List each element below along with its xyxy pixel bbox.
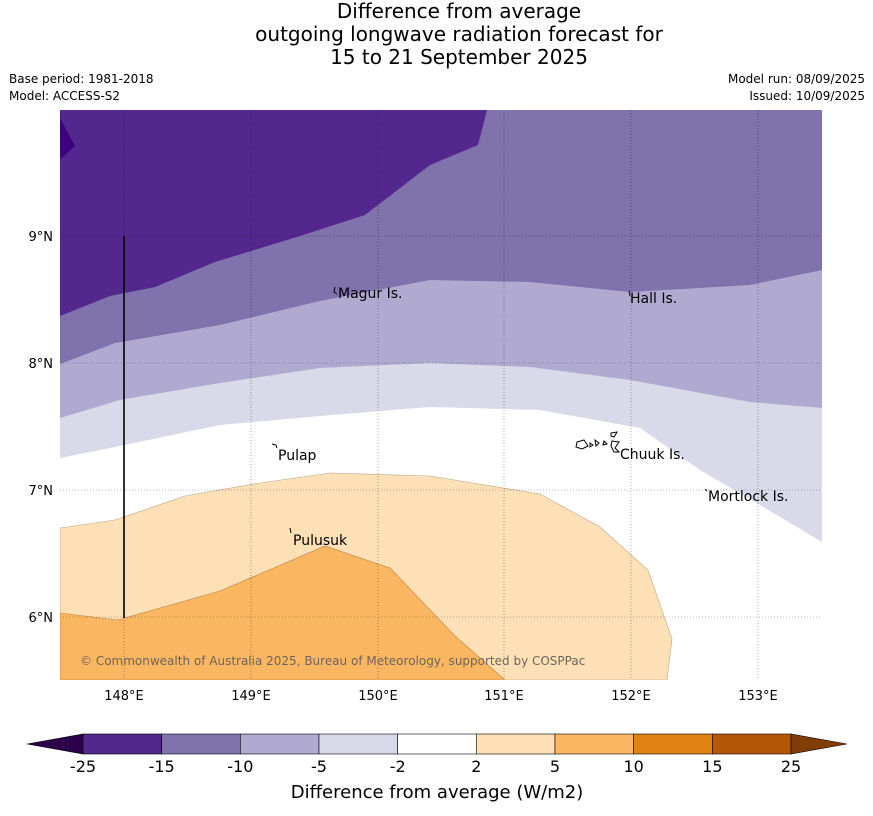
title-line-3: 15 to 21 September 2025 — [330, 45, 588, 69]
colorbar-tick-label: -10 — [227, 757, 253, 776]
colorbar-tick-labels: -25 -15 -10 -5 -2 2 5 10 15 25 — [70, 757, 801, 776]
lat-tick-labels: 9°N 8°N 7°N 6°N — [29, 230, 54, 626]
colorbar-band — [397, 733, 477, 755]
colorbar-high-extend — [790, 733, 848, 755]
colorbar-tick-label: 10 — [623, 757, 643, 776]
meta-left: Base period: 1981-2018 Model: ACCESS-S2 — [9, 71, 154, 105]
copyright-notice: © Commonwealth of Australia 2025, Bureau… — [80, 654, 585, 668]
label-pulusuk: Pulusuk — [293, 533, 348, 549]
model-text: Model: ACCESS-S2 — [9, 89, 121, 103]
pulusuk-outline — [289, 527, 292, 534]
label-hall: Hall Is. — [630, 291, 677, 307]
label-chuuk: Chuuk Is. — [620, 447, 685, 463]
lon-tick-149e: 149°E — [231, 689, 271, 704]
lon-tick-151e: 151°E — [484, 689, 524, 704]
band-below-minus25 — [60, 118, 75, 158]
lat-tick-6n: 6°N — [29, 611, 54, 626]
mortlock-outline — [704, 488, 708, 492]
anomaly-shading — [60, 110, 822, 680]
colorbar-band — [633, 733, 713, 755]
model-run-text: Model run: 08/09/2025 — [727, 72, 865, 86]
colorbar-label: Difference from average (W/m2) — [291, 782, 583, 803]
colorbar-tick-label: 25 — [781, 757, 801, 776]
pulap-outline — [271, 443, 278, 449]
colorbar-tick-label: 15 — [702, 757, 722, 776]
band-below-minus15 — [60, 110, 487, 316]
colorbar-bands — [82, 733, 792, 755]
label-magur: Magur Is. — [338, 286, 403, 302]
place-labels: Magur Is. Hall Is. Pulap Chuuk Is. Mortl… — [278, 286, 788, 549]
colorbar: -25 -15 -10 -5 -2 2 5 10 15 25 Difference from av… — [26, 733, 848, 803]
colorbar-low-extend — [26, 733, 84, 755]
colorbar-tick-label: -15 — [149, 757, 175, 776]
island-outlines — [271, 286, 708, 534]
colorbar-band — [82, 733, 162, 755]
label-pulap: Pulap — [278, 448, 317, 464]
colorbar-tick-label: 5 — [550, 757, 560, 776]
chuuk-lagoon-outline — [575, 431, 621, 453]
title-line-2: outgoing longwave radiation forecast for — [255, 22, 663, 46]
title-line-1: Difference from average — [336, 0, 582, 23]
colorbar-band — [161, 733, 241, 755]
lon-tick-150e: 150°E — [358, 689, 398, 704]
lon-tick-148e: 148°E — [104, 689, 144, 704]
base-period-text: Base period: 1981-2018 — [9, 72, 154, 86]
lat-tick-7n: 7°N — [29, 484, 54, 499]
label-mortlock: Mortlock Is. — [708, 489, 788, 505]
chart-title: Difference from average outgoing longwav… — [0, 0, 873, 69]
colorbar-band — [318, 733, 398, 755]
lat-tick-9n: 9°N — [29, 230, 54, 245]
magur-outline — [333, 286, 338, 295]
colorbar-band — [240, 733, 320, 755]
lat-tick-8n: 8°N — [29, 357, 54, 372]
hall-outline — [628, 290, 631, 297]
issued-text: Issued: 10/09/2025 — [749, 89, 865, 103]
band-5-to-10 — [60, 545, 506, 680]
meta-right: Model run: 08/09/2025 Issued: 10/09/2025 — [728, 71, 865, 105]
colorbar-band — [554, 733, 634, 755]
colorbar-tick-label: -25 — [70, 757, 96, 776]
lon-tick-152e: 152°E — [611, 689, 651, 704]
colorbar-tick-label: -5 — [311, 757, 327, 776]
colorbar-band — [712, 733, 792, 755]
colorbar-band — [476, 733, 556, 755]
lon-tick-labels: 148°E 149°E 150°E 151°E 152°E 153°E — [104, 689, 778, 704]
lon-tick-153e: 153°E — [738, 689, 778, 704]
colorbar-tick-label: 2 — [471, 757, 481, 776]
colorbar-tick-label: -2 — [390, 757, 406, 776]
